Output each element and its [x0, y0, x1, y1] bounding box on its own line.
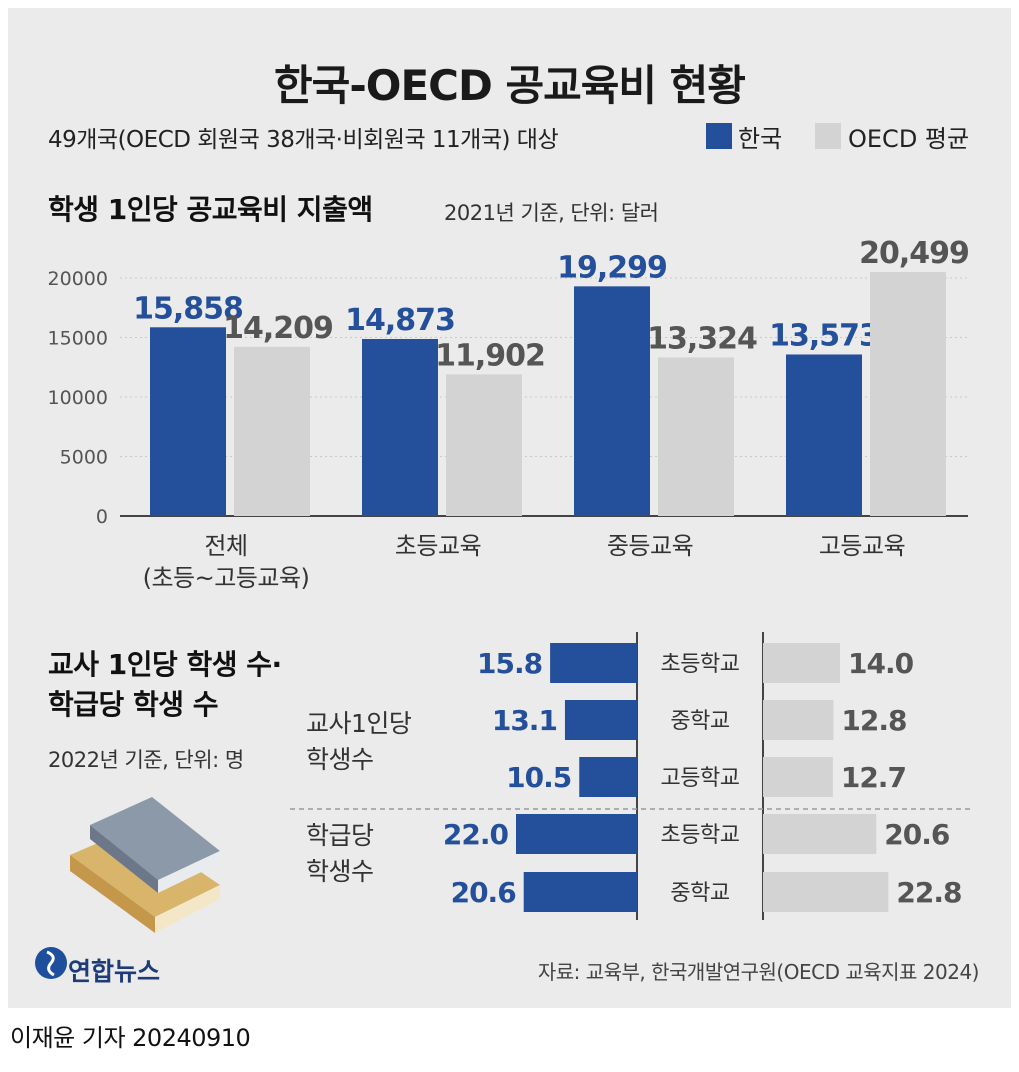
hbar-oecd — [763, 814, 877, 854]
hbar-value-korea: 10.5 — [506, 761, 571, 794]
section2-note: 2022년 기준, 단위: 명 — [48, 748, 244, 772]
y-tick-label: 15000 — [48, 328, 108, 350]
hbar-value-korea: 13.1 — [492, 704, 557, 737]
hbar-value-korea: 20.6 — [451, 876, 516, 909]
legend-label-korea: 한국 — [738, 125, 783, 153]
yonhap-logo-icon — [35, 947, 67, 979]
bar-oecd — [870, 272, 946, 516]
source-note: 자료: 교육부, 한국개발연구원(OECD 교육지표 2024) — [537, 960, 980, 984]
data-label-korea: 15,858 — [133, 291, 243, 326]
y-tick-label: 20000 — [48, 268, 108, 290]
hbar-korea — [516, 814, 637, 854]
bar-oecd — [446, 374, 522, 516]
hbar-group-label: 학생수 — [306, 745, 374, 774]
x-category-label: 전체 — [204, 532, 247, 560]
data-label-oecd: 13,324 — [647, 321, 757, 356]
y-tick-label: 10000 — [48, 387, 108, 409]
hbar-category-label: 초등학교 — [661, 823, 740, 848]
hbar-group-label: 교사1인당 — [306, 709, 412, 738]
hbar-category-label: 중학교 — [670, 881, 729, 906]
hbar-oecd — [763, 643, 840, 683]
bar-oecd — [234, 346, 310, 516]
hbar-value-oecd: 12.8 — [841, 704, 906, 737]
hbar-group-label: 학생수 — [306, 857, 374, 886]
hbar-value-oecd: 20.6 — [884, 818, 949, 851]
subtitle: 49개국(OECD 회원국 38개국·비회원국 11개국) 대상 — [48, 127, 559, 153]
x-category-label: 고등교육 — [819, 532, 905, 560]
x-category-label: 중등교육 — [607, 532, 693, 560]
data-label-korea: 19,299 — [557, 250, 667, 285]
legend-swatch-korea — [706, 123, 732, 149]
credit-line: 이재윤 기자 20240910 — [10, 1024, 251, 1052]
page-title: 한국-OECD 공교육비 현황 — [274, 61, 746, 110]
hbar-korea — [550, 643, 637, 683]
bar-korea — [150, 327, 226, 516]
data-label-oecd: 20,499 — [859, 236, 969, 271]
bar-korea — [574, 286, 650, 516]
data-label-oecd: 11,902 — [435, 338, 545, 373]
books-icon — [70, 797, 220, 933]
bar-oecd — [658, 357, 734, 516]
data-label-oecd: 14,209 — [223, 311, 333, 346]
students-per-teacher-chart: 15.8 14.0 초등학교 13.1 12.8 중학교 10.5 12.7 고등학교 교사1인당… — [290, 632, 970, 920]
hbar-category-label: 중학교 — [670, 709, 729, 734]
section2-title-line1: 교사 1인당 학생 수· — [48, 648, 282, 681]
section2-title-line2: 학급당 학생 수 — [48, 688, 219, 721]
hbar-oecd — [763, 757, 833, 797]
hbar-korea — [579, 757, 637, 797]
data-label-korea: 13,573 — [769, 318, 879, 353]
legend-label-oecd: OECD 평균 — [848, 125, 970, 153]
hbar-oecd — [763, 700, 834, 740]
y-tick-label: 0 — [96, 506, 108, 528]
section2-title: 교사 1인당 학생 수· 학급당 학생 수 — [48, 645, 282, 725]
hbar-category-label: 초등학교 — [661, 652, 740, 677]
hbar-oecd — [763, 872, 889, 912]
section1-note: 2021년 기준, 단위: 달러 — [444, 201, 659, 225]
hbar-korea — [523, 872, 637, 912]
x-category-label: (초등~고등교육) — [143, 564, 310, 592]
x-category-label: 초등교육 — [395, 532, 481, 560]
bar-korea — [786, 354, 862, 516]
hbar-value-korea: 22.0 — [443, 818, 509, 851]
hbar-korea — [564, 700, 637, 740]
hbar-category-label: 고등학교 — [661, 766, 740, 791]
legend-swatch-oecd — [815, 123, 841, 149]
hbar-value-oecd: 22.8 — [896, 876, 961, 909]
data-label-korea: 14,873 — [345, 303, 455, 338]
y-tick-label: 5000 — [60, 447, 108, 469]
hbar-value-oecd: 12.7 — [841, 761, 906, 794]
hbar-value-oecd: 14.0 — [848, 647, 914, 680]
hbar-value-korea: 15.8 — [477, 647, 542, 680]
bar-korea — [362, 339, 438, 516]
hbar-group-label: 학급당 — [306, 821, 374, 850]
yonhap-logo-text: 연합뉴스 — [68, 957, 161, 986]
section1-title: 학생 1인당 공교육비 지출액 — [48, 193, 373, 226]
